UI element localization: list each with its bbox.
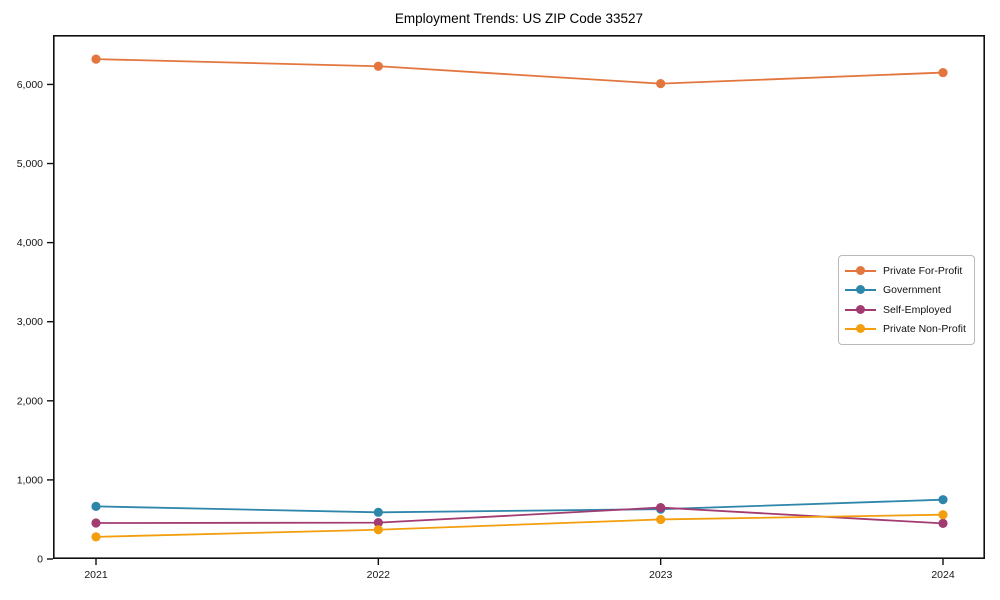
legend-row-private-non-profit: Private Non-Profit — [845, 320, 974, 340]
series-marker-0-3 — [938, 67, 948, 78]
y-tick-label: 6,000 — [17, 79, 43, 91]
x-tick-label: 2023 — [649, 569, 673, 581]
chart-title: Employment Trends: US ZIP Code 33527 — [394, 11, 644, 26]
legend-row-self-employed: Self-Employed — [845, 300, 974, 320]
y-tick-label: 3,000 — [17, 316, 43, 328]
series-line-1 — [95, 498, 944, 514]
series-marker-0-2 — [656, 79, 666, 89]
y-tick-label: 0 — [37, 554, 43, 566]
legend-label: Self-Employed — [883, 303, 952, 316]
legend-line-marker-icon — [845, 265, 876, 276]
legend-row-private-for-profit: Private For-Profit — [845, 261, 974, 281]
series-marker-1-0 — [91, 501, 101, 512]
x-tick-label: 2024 — [931, 569, 955, 581]
legend-row-government: Government — [845, 281, 974, 301]
series-marker-0-0 — [91, 54, 101, 64]
legend-line-marker-icon — [845, 304, 876, 315]
y-tick-label: 2,000 — [17, 395, 43, 407]
legend-label: Private Non-Profit — [883, 323, 966, 336]
series-marker-3-1 — [373, 525, 383, 535]
series-line-0 — [95, 58, 944, 85]
series-marker-3-0 — [91, 532, 101, 542]
series-marker-2-0 — [91, 518, 101, 528]
series-marker-2-3 — [938, 518, 948, 529]
y-tick-label: 5,000 — [17, 158, 43, 170]
plot-area: 0 1,000 2,000 3,000 4,000 5,000 6,000 2021 2022 2… — [17, 35, 986, 581]
legend: Private For-Profit Government Self-Emplo… — [838, 255, 975, 345]
series-marker-0-1 — [373, 61, 383, 71]
series-line-2 — [95, 506, 944, 525]
legend-label: Government — [883, 284, 941, 297]
y-tick-label: 4,000 — [17, 237, 43, 249]
plot-svg: 0 1,000 2,000 3,000 4,000 5,000 6,000 2021 2022 2… — [17, 35, 986, 581]
series-marker-2-2 — [656, 502, 666, 513]
series-marker-1-3 — [938, 495, 948, 505]
legend-line-marker-icon — [845, 285, 876, 295]
x-tick-label: 2021 — [84, 569, 108, 581]
legend-label: Private For-Profit — [883, 264, 963, 277]
series-marker-1-1 — [373, 507, 383, 517]
series-marker-3-3 — [938, 510, 948, 520]
x-tick-label: 2022 — [367, 569, 391, 581]
plot-frame — [53, 35, 986, 560]
y-tick-label: 1,000 — [17, 474, 43, 486]
series-marker-2-1 — [373, 518, 383, 528]
series-marker-3-2 — [656, 514, 666, 525]
legend-line-marker-icon — [845, 324, 876, 334]
series-line-3 — [95, 513, 944, 538]
